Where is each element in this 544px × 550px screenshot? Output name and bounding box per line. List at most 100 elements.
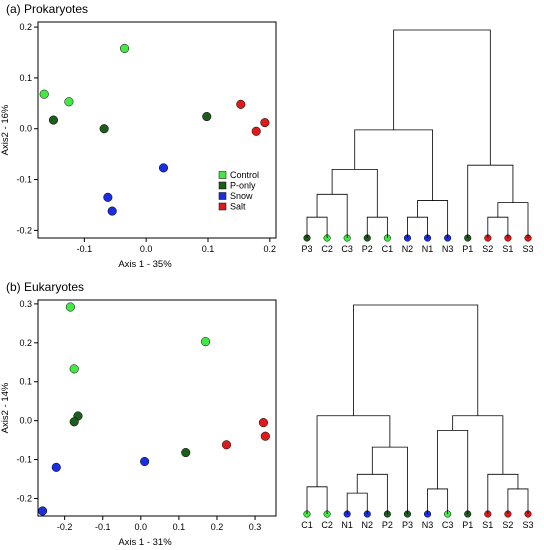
dendrogram-branch <box>437 430 469 514</box>
x-tick-label: 0.2 <box>211 522 224 532</box>
dendrogram-branch <box>371 446 408 514</box>
x-tick-label: 0.0 <box>135 522 148 532</box>
y-tick-label: -0.1 <box>16 175 32 185</box>
x-tick-label: 0.1 <box>173 522 186 532</box>
leaf-label: N3 <box>422 520 434 530</box>
x-tick-label: -0.2 <box>57 522 73 532</box>
y-tick-label: 0.0 <box>19 124 32 134</box>
dendrogram-branch <box>331 168 378 218</box>
leaf-label: P3 <box>402 520 413 530</box>
dendrogram-branch <box>487 216 509 238</box>
x-tick-label: -0.1 <box>77 244 93 254</box>
y-axis-label: Axis2 - 16% <box>0 104 11 155</box>
dendrogram-branch <box>417 200 449 238</box>
point-salt <box>221 440 232 450</box>
point-control <box>39 89 49 99</box>
legend-label: P-only <box>230 181 256 191</box>
dendrogram-branch <box>366 216 388 238</box>
y-tick-label: 0.1 <box>19 73 32 83</box>
dendrogram-branch <box>306 216 328 238</box>
leaf-label: S2 <box>502 520 513 530</box>
point-salt <box>260 431 270 441</box>
leaf-label: S3 <box>522 244 533 254</box>
dendrogram-branch <box>393 29 491 166</box>
dendrogram-branch <box>316 193 348 238</box>
x-axis-label: Axis 1 - 35% <box>118 259 172 270</box>
x-axis-label: Axis 1 - 31% <box>118 537 172 548</box>
dendrogram: C1 C2 N1 N2 P2 P3 N3 C3 P1 S1 S2 S3 <box>301 304 534 530</box>
dendrogram-branch <box>427 488 449 514</box>
x-tick-label: -0.1 <box>95 522 111 532</box>
point-p-only <box>202 111 212 122</box>
dendrogram-branch <box>346 492 368 514</box>
point-control <box>119 43 130 53</box>
y-tick-label: 0.1 <box>19 377 32 387</box>
leaf-label: S2 <box>482 244 493 254</box>
point-snow <box>158 163 169 173</box>
x-tick-label: 0.1 <box>202 244 215 254</box>
dendrogram-branch <box>467 164 514 238</box>
leaf-label: P1 <box>462 244 473 254</box>
y-tick-label: -0.2 <box>16 493 32 503</box>
leaf-label: N3 <box>442 244 454 254</box>
panel-a: -0.1 0.0 0.1 0.2 -0.2 -0.1 0.0 0.1 0.2 Axis 1 - 3… <box>0 21 534 270</box>
y-tick-label: -0.1 <box>16 455 32 465</box>
legend-label: Control <box>230 170 259 180</box>
leaf-label: C2 <box>321 520 333 530</box>
y-tick-label: 0.2 <box>19 22 32 32</box>
leaf-label: C3 <box>341 244 353 254</box>
point-salt <box>260 118 270 128</box>
legend-swatch <box>218 181 227 190</box>
x-tick-label: 0.0 <box>140 244 153 254</box>
leaf-label: C1 <box>382 244 394 254</box>
leaf-label: P3 <box>301 244 312 254</box>
point-p-only <box>48 115 59 125</box>
y-tick-label: 0.3 <box>19 299 32 309</box>
leaf-label: S1 <box>482 520 493 530</box>
legend-label: Salt <box>230 202 246 212</box>
leaf-label: P1 <box>462 520 473 530</box>
leaf-label: N2 <box>402 244 414 254</box>
point-control <box>64 97 74 107</box>
plot-frame <box>37 21 277 239</box>
point-p-only <box>181 448 191 458</box>
panel-b: -0.2 -0.1 0.0 0.1 0.2 0.3 -0.2 -0.1 0.0 0.1 0.2 0.3… <box>0 299 534 548</box>
point-salt <box>236 99 246 109</box>
point-control <box>69 364 79 374</box>
dendrogram-branch <box>356 473 388 514</box>
panel-a-title: (a) Prokaryotes <box>6 2 89 16</box>
point-p-only <box>69 417 79 427</box>
point-control <box>201 337 211 347</box>
point-control <box>65 302 75 312</box>
y-axis-label: Axis2 - 14% <box>0 382 11 433</box>
leaf-label: N1 <box>341 520 353 530</box>
leaf-label: C2 <box>321 244 333 254</box>
legend-swatch <box>218 171 227 179</box>
dendrogram-branch <box>452 415 504 475</box>
dendrogram-branch <box>487 473 519 514</box>
y-tick-label: -0.2 <box>16 225 32 235</box>
point-snow <box>140 456 150 467</box>
x-tick-label: 0.3 <box>249 522 262 532</box>
leaf-label: N2 <box>362 520 374 530</box>
legend-swatch <box>218 192 227 200</box>
plot-frame <box>37 299 277 517</box>
panel-b-title: (b) Eukaryotes <box>6 280 85 294</box>
dendrogram: P3 C2 C3 P2 C1 N2 N1 N3 P1 S2 S1 S3 <box>301 29 534 254</box>
leaf-label: C1 <box>301 520 313 530</box>
y-tick-label: 0.2 <box>19 338 32 348</box>
legend-label: Snow <box>230 191 253 201</box>
legend-swatch <box>218 202 227 211</box>
point-snow <box>51 462 61 472</box>
dendrogram-branch <box>507 488 529 514</box>
point-salt <box>251 126 261 136</box>
dendrogram-branch <box>316 415 391 487</box>
leaf-label: N1 <box>422 244 434 254</box>
leaf-label: C3 <box>442 520 454 530</box>
dendrogram-branch <box>353 304 479 416</box>
x-tick-label: 0.2 <box>264 244 277 254</box>
leaf-label: S3 <box>522 520 533 530</box>
leaf-label: S1 <box>502 244 513 254</box>
leaf-label: P2 <box>362 244 373 254</box>
